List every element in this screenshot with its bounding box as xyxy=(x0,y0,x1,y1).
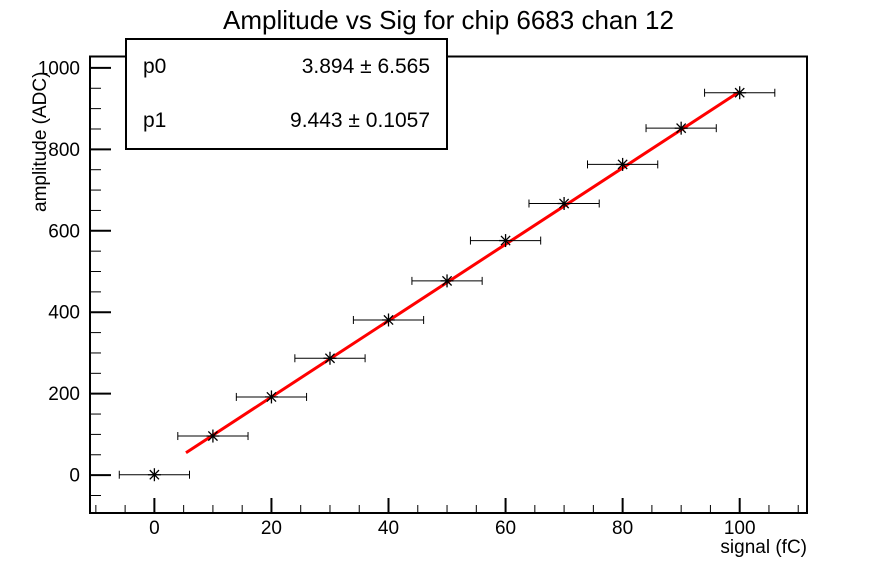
stats-param-name: p0 xyxy=(143,55,167,78)
x-tick-label: 80 xyxy=(612,518,633,539)
stats-param-value: 9.443 ± 0.1057 xyxy=(290,109,430,132)
stats-row-p0: p0 3.894 ± 6.565 xyxy=(143,55,430,79)
y-tick-label: 200 xyxy=(48,384,80,405)
x-tick-label: 20 xyxy=(261,518,282,539)
data-point-marker xyxy=(559,198,570,209)
data-point-marker xyxy=(383,314,394,326)
data-point-marker xyxy=(441,275,453,286)
x-tick-label: 40 xyxy=(378,518,399,539)
y-tick-label: 0 xyxy=(69,466,80,487)
stats-param-value: 3.894 ± 6.565 xyxy=(301,55,430,78)
plot-frame xyxy=(89,55,808,514)
x-tick-label: 0 xyxy=(149,518,160,539)
y-tick-label: 1000 xyxy=(38,58,80,79)
chart-title: Amplitude vs Sig for chip 6683 chan 12 xyxy=(223,5,674,35)
stats-row-p1: p1 9.443 ± 0.1057 xyxy=(143,109,430,133)
data-point-marker xyxy=(500,235,511,246)
x-tick-label: 60 xyxy=(495,518,516,539)
fit-line xyxy=(185,90,740,454)
fit-stats-box: p0 3.894 ± 6.565 p1 9.443 ± 0.1057 xyxy=(125,38,448,150)
data-point-marker xyxy=(617,159,628,170)
data-point-marker xyxy=(324,353,336,364)
y-axis-title: amplitude (ADC) xyxy=(30,72,51,212)
stats-param-name: p1 xyxy=(143,109,167,132)
y-tick-label: 800 xyxy=(48,140,80,161)
x-axis-title: signal (fC) xyxy=(720,537,807,558)
data-point-marker xyxy=(676,123,687,134)
y-tick-label: 400 xyxy=(48,303,80,324)
data-point-marker xyxy=(734,87,745,98)
data-point-marker xyxy=(149,469,160,480)
y-tick-label: 600 xyxy=(48,221,80,242)
data-point-marker xyxy=(266,391,277,403)
data-point-marker xyxy=(207,430,218,442)
x-tick-label: 100 xyxy=(724,518,756,539)
